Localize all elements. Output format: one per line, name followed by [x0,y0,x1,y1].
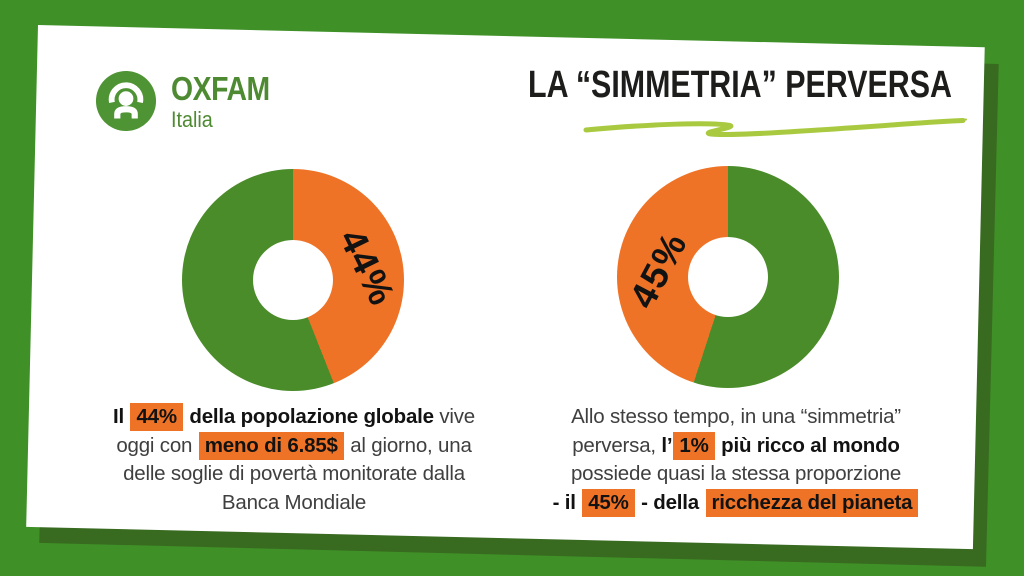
donut-hole [688,237,768,317]
logo-brand: OXFAM [171,70,270,107]
caption-line: Allo stesso tempo, in una “simmetria” [531,403,941,432]
text-segment: della [653,490,705,514]
oxfam-logo: OXFAM Italia [95,70,286,132]
text-segment: vive [433,405,476,428]
text-segment: perversa, [572,433,662,457]
text-segment: della popolazione globale [183,405,434,428]
title-underline-brush [583,118,967,138]
caption-line: possiede quasi la stessa proporzione [531,460,941,489]
donut-chart-poverty [182,169,404,391]
caption-poverty: Il 44% della popolazione globale vive ogg… [96,403,492,517]
text-segment: al giorno, una [344,433,472,457]
text-segment: l’ [661,433,673,457]
caption-line: - il 45% - della ricchezza del pianeta [531,488,941,518]
text-segment: - [635,490,654,514]
text-segment: - il [552,490,582,514]
highlighted-text: 44% [130,403,183,431]
text-segment: Allo stesso tempo, in una “simmetria” [571,405,901,428]
text-segment: oggi con [116,433,198,457]
caption-wealth: Allo stesso tempo, in una “simmetria” per… [531,403,941,517]
donut-hole [253,240,333,320]
text-segment: più ricco al mondo [715,433,900,457]
caption-line: perversa, l’ 1% più ricco al mondo [531,431,941,461]
donut-chart-wealth [617,166,839,388]
text-segment: Banca Mondiale [221,490,367,514]
caption-line: Il 44% della popolazione globale vive [96,403,492,432]
logo-wordmark: OXFAM Italia [171,70,286,132]
highlighted-text: 45% [582,488,635,517]
caption-line: oggi con meno di 6.85$ al giorno, una [96,431,492,461]
text-segment: delle soglie di povertà monitorate dalla [123,462,465,485]
highlighted-text: meno di 6.85$ [198,431,344,460]
oxfam-person-icon [95,70,157,132]
page-title: LA “SIMMETRIA” PERVERSA [528,64,952,106]
caption-line: delle soglie di povertà monitorate dalla [96,460,492,489]
logo-region: Italia [171,107,213,132]
text-segment: Il [112,405,130,428]
highlighted-text: 1% [673,431,715,460]
text-segment: possiede quasi la stessa proporzione [570,462,902,485]
highlighted-text: ricchezza del pianeta [705,488,919,517]
caption-line: Banca Mondiale [96,489,492,518]
